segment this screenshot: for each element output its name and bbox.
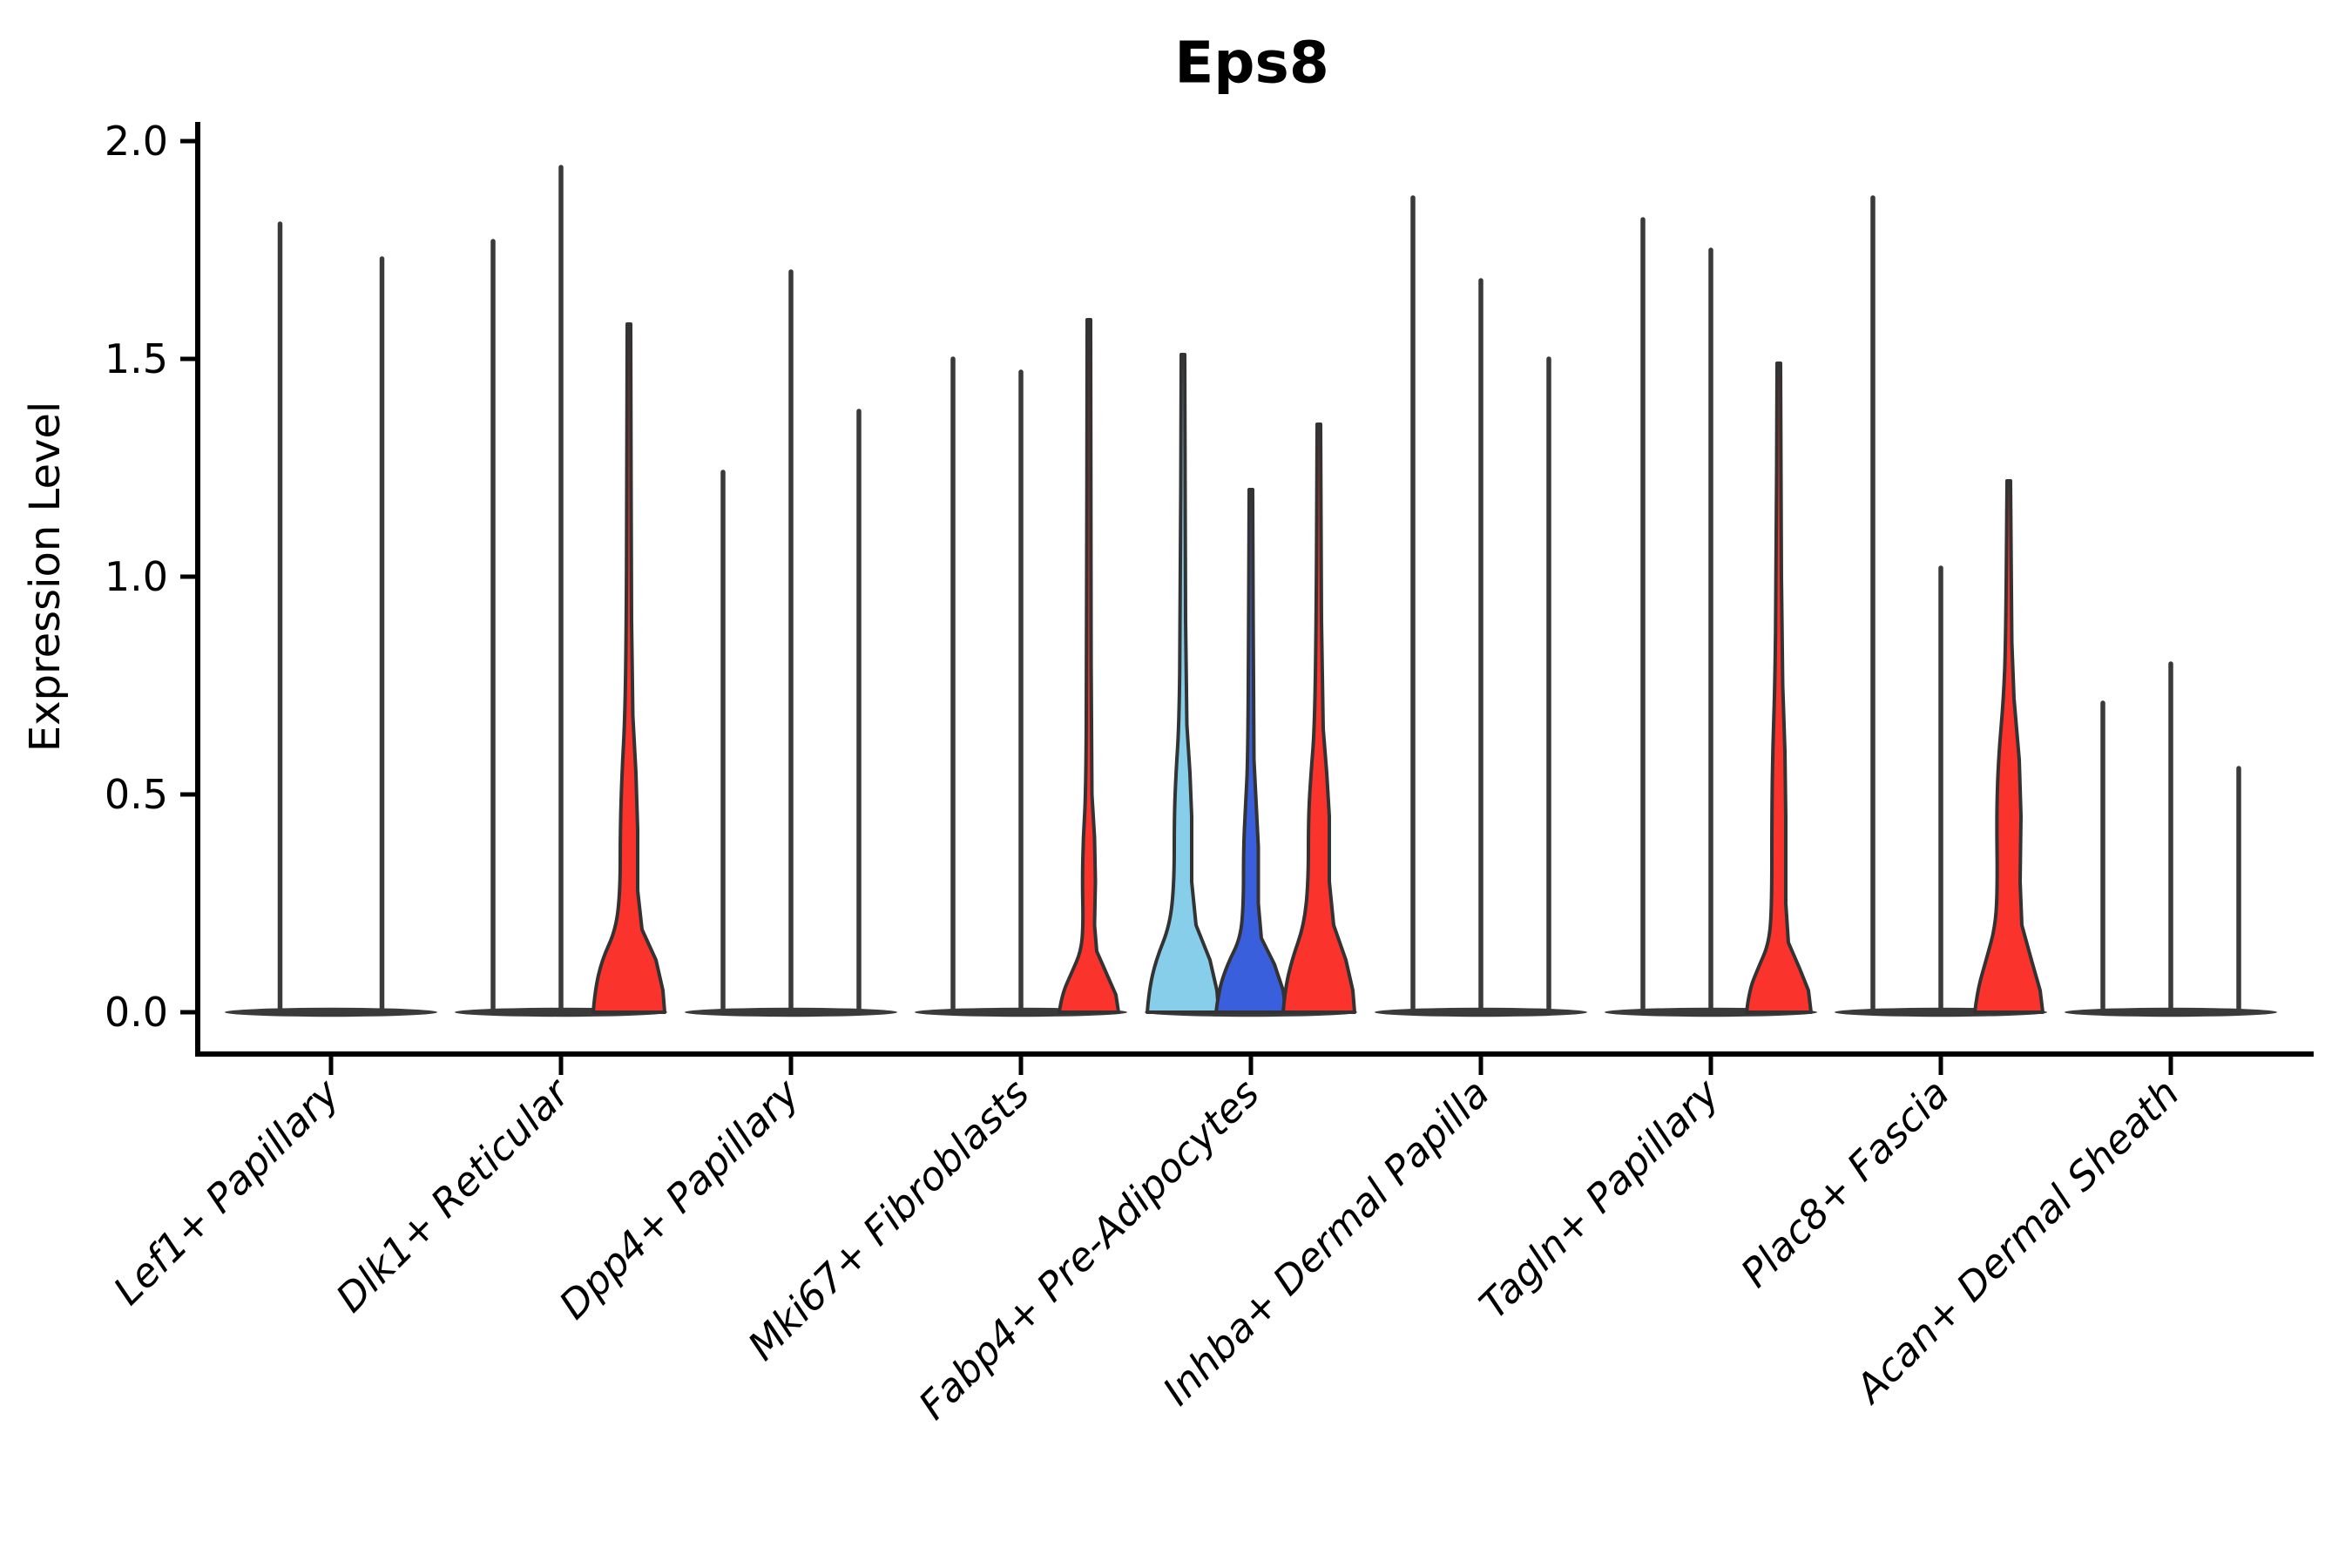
y-tick-label: 2.0	[105, 118, 168, 165]
violin-dark_blue	[1214, 488, 1288, 1014]
x-category-label: Plac8+ Fascia	[1732, 1070, 1958, 1296]
violin-red	[1745, 362, 1813, 1014]
violin-baseline	[225, 1007, 437, 1017]
y-tick-label: 1.0	[105, 553, 168, 600]
y-tick-label: 1.5	[105, 335, 168, 382]
x-category-label: Tagln+ Papillary	[1470, 1069, 1729, 1328]
violin-red	[591, 322, 666, 1014]
violin-light_blue	[1146, 353, 1220, 1014]
violin-baseline	[685, 1007, 897, 1017]
violin-red	[1281, 422, 1356, 1014]
violin-baseline	[2065, 1007, 2277, 1017]
violin-baseline	[1375, 1007, 1587, 1017]
x-category-label: Dpp4+ Papillary	[551, 1069, 809, 1328]
y-axis-title: Expression Level	[21, 401, 70, 753]
x-category-label: Dlk1+ Reticular	[327, 1069, 579, 1321]
y-tick-label: 0.0	[105, 989, 168, 1036]
chart-title: Eps8	[1174, 29, 1329, 97]
x-category-label: Lef1+ Papillary	[105, 1069, 349, 1314]
y-tick-label: 0.5	[105, 771, 168, 818]
violin-red	[1973, 479, 2044, 1014]
violin-red	[1058, 318, 1120, 1014]
